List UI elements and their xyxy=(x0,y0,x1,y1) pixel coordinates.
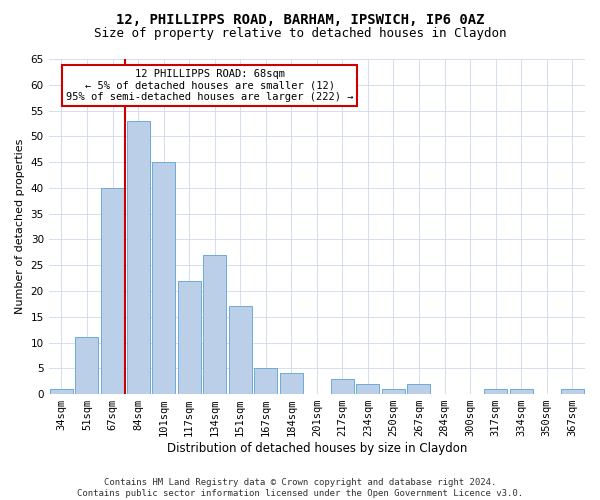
Bar xyxy=(484,389,507,394)
Bar xyxy=(254,368,277,394)
Bar xyxy=(127,121,149,394)
Bar xyxy=(229,306,252,394)
Bar xyxy=(407,384,430,394)
Text: 12 PHILLIPPS ROAD: 68sqm
← 5% of detached houses are smaller (12)
95% of semi-de: 12 PHILLIPPS ROAD: 68sqm ← 5% of detache… xyxy=(66,69,353,102)
Bar xyxy=(280,374,303,394)
X-axis label: Distribution of detached houses by size in Claydon: Distribution of detached houses by size … xyxy=(167,442,467,455)
Text: Size of property relative to detached houses in Claydon: Size of property relative to detached ho… xyxy=(94,28,506,40)
Bar xyxy=(178,280,200,394)
Bar xyxy=(561,389,584,394)
Bar xyxy=(50,389,73,394)
Text: Contains HM Land Registry data © Crown copyright and database right 2024.
Contai: Contains HM Land Registry data © Crown c… xyxy=(77,478,523,498)
Bar xyxy=(331,378,354,394)
Bar xyxy=(509,389,533,394)
Bar xyxy=(356,384,379,394)
Y-axis label: Number of detached properties: Number of detached properties xyxy=(15,139,25,314)
Bar xyxy=(203,255,226,394)
Text: 12, PHILLIPPS ROAD, BARHAM, IPSWICH, IP6 0AZ: 12, PHILLIPPS ROAD, BARHAM, IPSWICH, IP6… xyxy=(116,12,484,26)
Bar xyxy=(101,188,124,394)
Bar xyxy=(382,389,405,394)
Bar xyxy=(152,162,175,394)
Bar xyxy=(76,338,98,394)
